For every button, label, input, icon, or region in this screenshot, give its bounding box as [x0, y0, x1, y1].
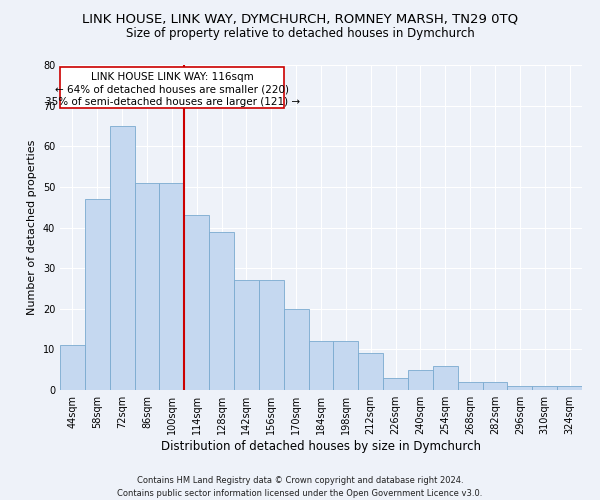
- Bar: [60, 346, 85, 390]
- Bar: [433, 366, 458, 390]
- Text: ← 64% of detached houses are smaller (220): ← 64% of detached houses are smaller (22…: [55, 84, 289, 94]
- Text: LINK HOUSE, LINK WAY, DYMCHURCH, ROMNEY MARSH, TN29 0TQ: LINK HOUSE, LINK WAY, DYMCHURCH, ROMNEY …: [82, 12, 518, 26]
- Text: Size of property relative to detached houses in Dymchurch: Size of property relative to detached ho…: [125, 28, 475, 40]
- Bar: [358, 354, 383, 390]
- Bar: [557, 386, 582, 390]
- Bar: [334, 341, 358, 390]
- Text: LINK HOUSE LINK WAY: 116sqm: LINK HOUSE LINK WAY: 116sqm: [91, 72, 254, 82]
- Bar: [209, 232, 234, 390]
- Text: Contains HM Land Registry data © Crown copyright and database right 2024.
Contai: Contains HM Land Registry data © Crown c…: [118, 476, 482, 498]
- Bar: [259, 280, 284, 390]
- Bar: [508, 386, 532, 390]
- Bar: [184, 216, 209, 390]
- Bar: [383, 378, 408, 390]
- Bar: [85, 199, 110, 390]
- Bar: [308, 341, 334, 390]
- Bar: [110, 126, 134, 390]
- Text: 35% of semi-detached houses are larger (121) →: 35% of semi-detached houses are larger (…: [45, 96, 300, 106]
- X-axis label: Distribution of detached houses by size in Dymchurch: Distribution of detached houses by size …: [161, 440, 481, 453]
- Bar: [408, 370, 433, 390]
- Y-axis label: Number of detached properties: Number of detached properties: [27, 140, 37, 315]
- Bar: [532, 386, 557, 390]
- Bar: [234, 280, 259, 390]
- FancyBboxPatch shape: [61, 67, 284, 108]
- Bar: [482, 382, 508, 390]
- Bar: [160, 183, 184, 390]
- Bar: [284, 308, 308, 390]
- Bar: [458, 382, 482, 390]
- Bar: [134, 183, 160, 390]
